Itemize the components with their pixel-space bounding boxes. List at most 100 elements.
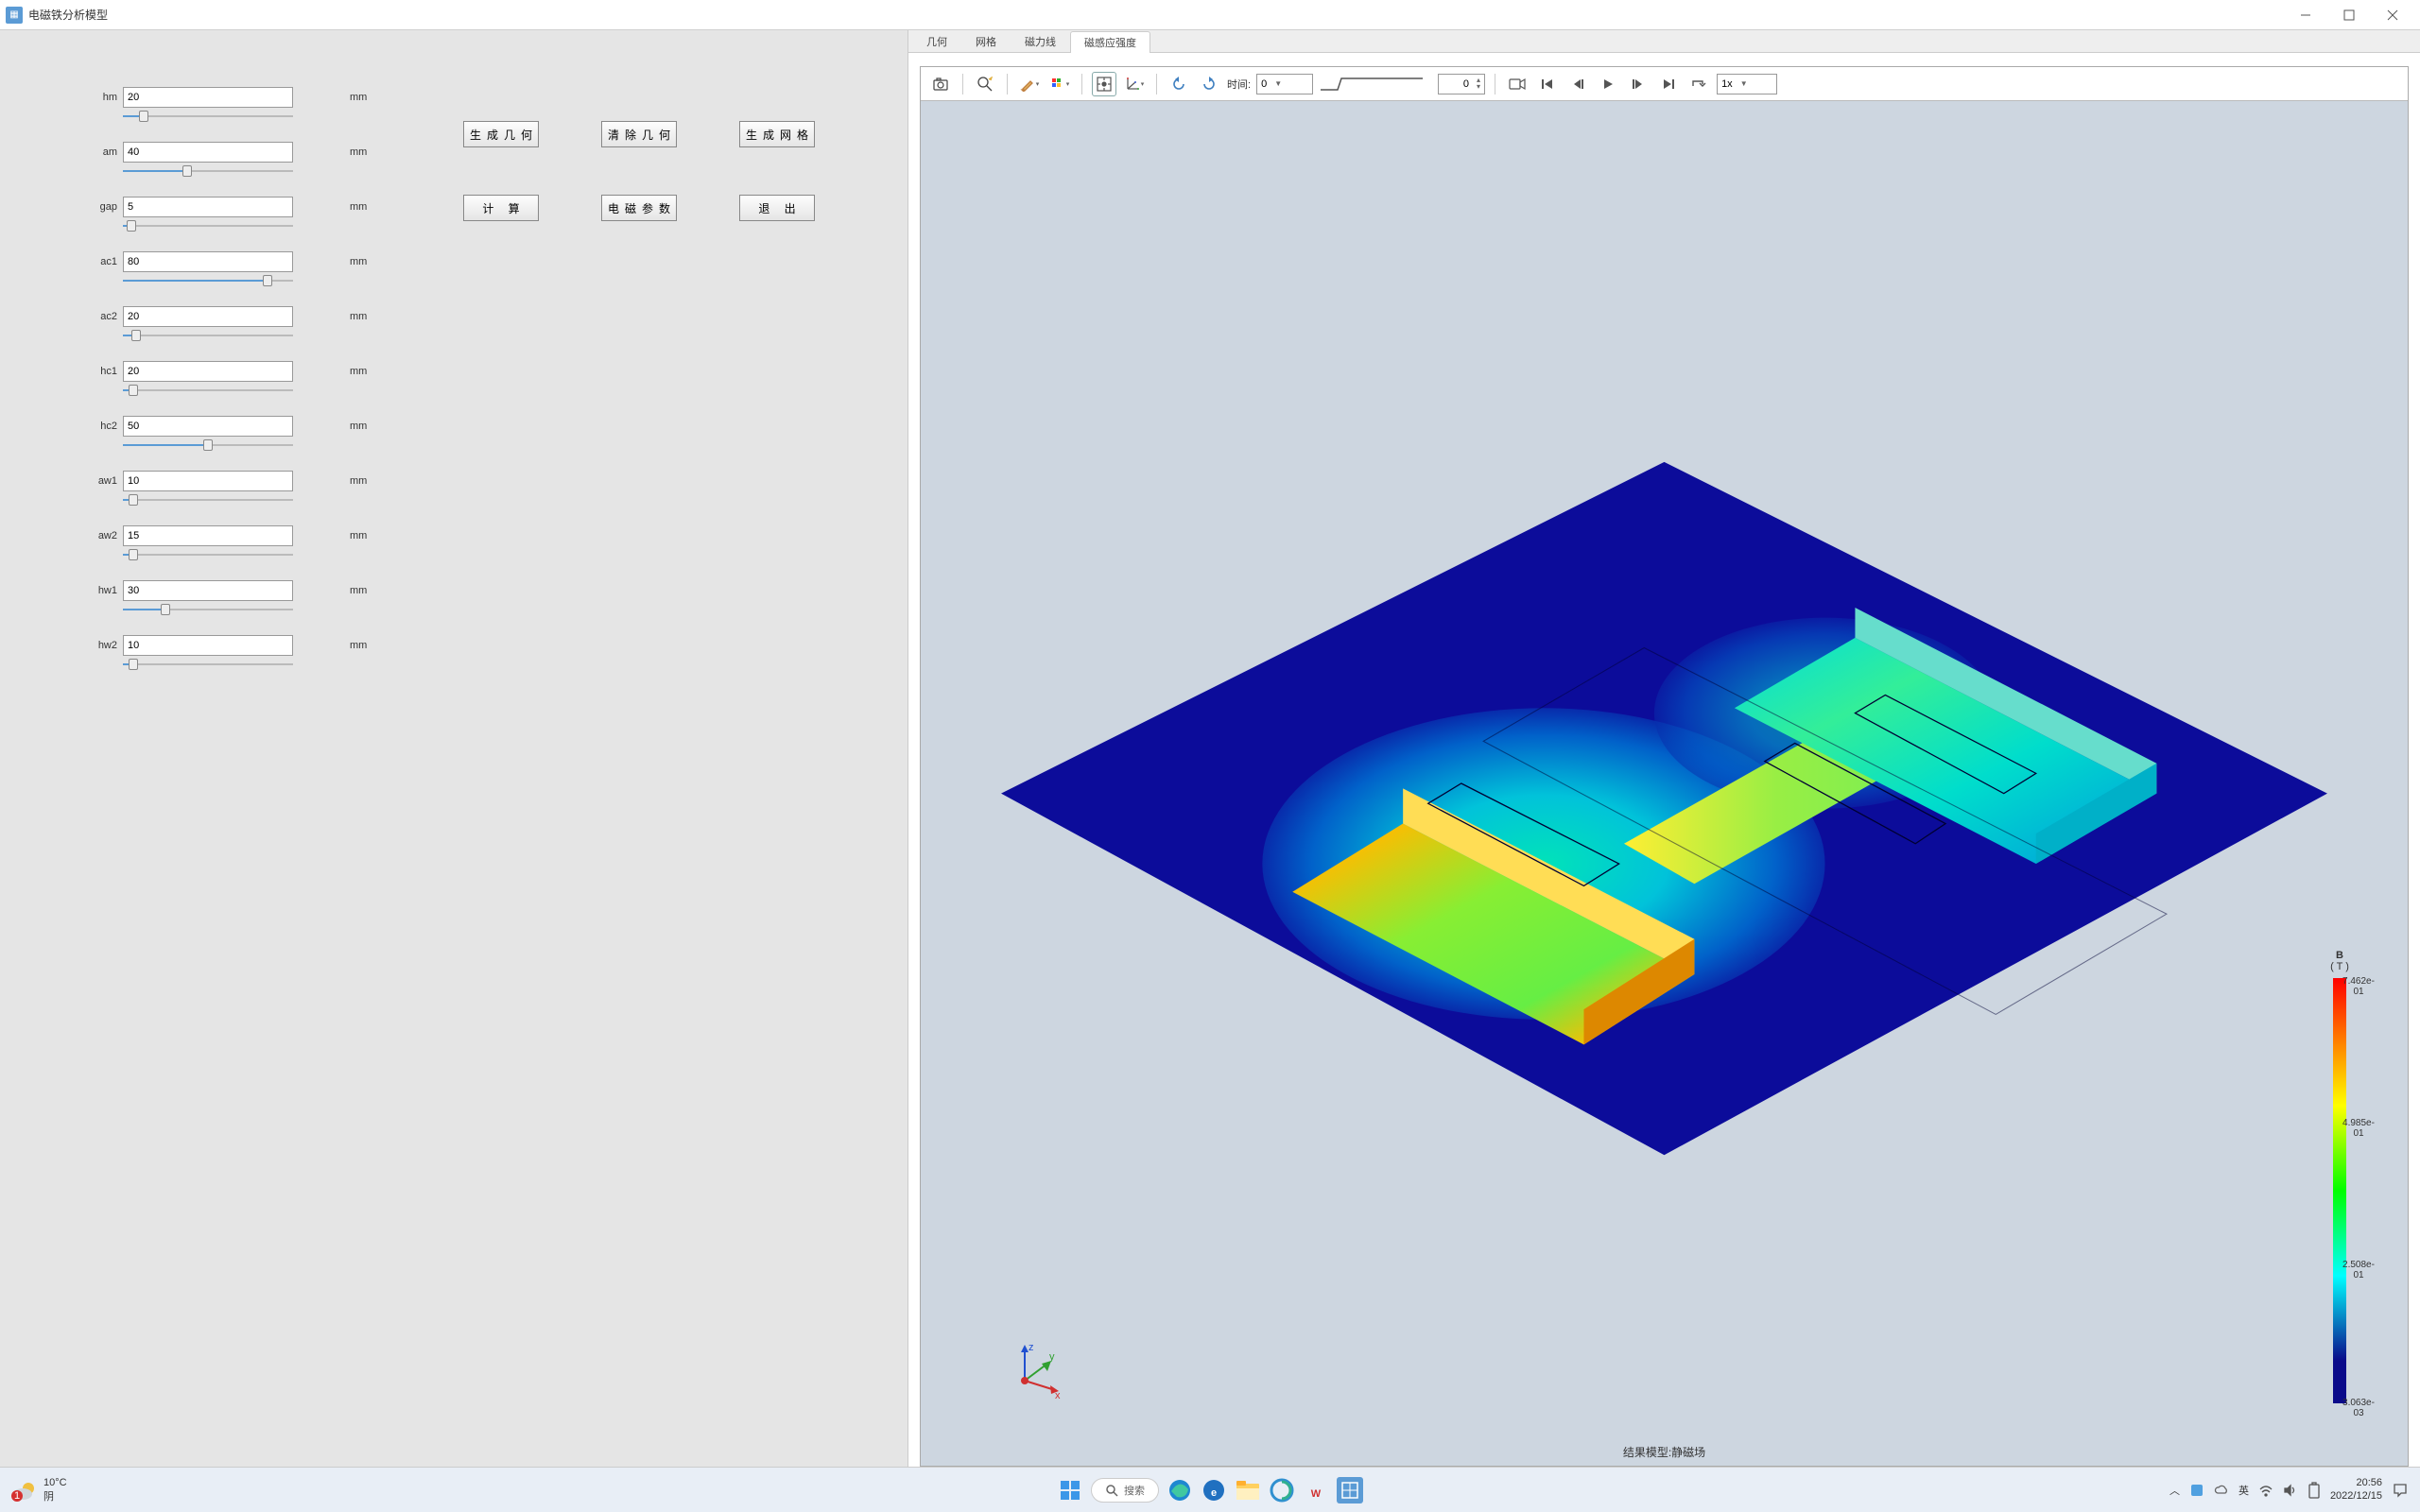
step-spinner[interactable]: 0▴▾ bbox=[1438, 74, 1485, 94]
param-slider-ac1[interactable] bbox=[123, 278, 293, 284]
skip-end-icon[interactable] bbox=[1656, 72, 1681, 96]
tray-sync-icon[interactable] bbox=[2189, 1483, 2204, 1498]
tray-volume-icon[interactable] bbox=[2283, 1484, 2298, 1497]
svg-text:W: W bbox=[1311, 1488, 1322, 1500]
tray-chevron-icon[interactable]: ︿ bbox=[2169, 1483, 2180, 1498]
axes-dropdown-icon[interactable]: ▾ bbox=[1122, 72, 1147, 96]
action-button[interactable]: 生成几何 bbox=[463, 121, 539, 147]
minimize-button[interactable] bbox=[2284, 0, 2327, 30]
zoom-icon[interactable] bbox=[973, 72, 997, 96]
axis-triad-icon: z x y bbox=[1006, 1339, 1066, 1400]
close-button[interactable] bbox=[2371, 0, 2414, 30]
param-slider-hc1[interactable] bbox=[123, 387, 293, 393]
svg-text:1: 1 bbox=[14, 1490, 20, 1502]
system-tray[interactable]: ︿ 英 20:56 2022/12/15 bbox=[2169, 1477, 2409, 1502]
legend-title: B bbox=[2302, 950, 2377, 961]
param-slider-aw1[interactable] bbox=[123, 497, 293, 503]
loop-icon[interactable] bbox=[1686, 72, 1711, 96]
param-input-hm[interactable] bbox=[123, 87, 293, 108]
param-slider-aw2[interactable] bbox=[123, 552, 293, 558]
param-slider-ac2[interactable] bbox=[123, 333, 293, 338]
svg-text:y: y bbox=[1049, 1351, 1055, 1363]
param-slider-hc2[interactable] bbox=[123, 442, 293, 448]
tray-battery-icon[interactable] bbox=[2308, 1482, 2321, 1499]
param-slider-am[interactable] bbox=[123, 168, 293, 174]
tray-wifi-icon[interactable] bbox=[2258, 1484, 2273, 1497]
action-button[interactable]: 计 算 bbox=[463, 195, 539, 221]
legend-q3: 4.985e-01 bbox=[2340, 1118, 2377, 1139]
param-slider-gap[interactable] bbox=[123, 223, 293, 229]
param-input-hw2[interactable] bbox=[123, 635, 293, 656]
maximize-button[interactable] bbox=[2327, 0, 2371, 30]
fit-view-icon[interactable] bbox=[1092, 72, 1116, 96]
brush-icon[interactable]: ▾ bbox=[1017, 72, 1042, 96]
param-slider-hw1[interactable] bbox=[123, 607, 293, 612]
param-input-hc1[interactable] bbox=[123, 361, 293, 382]
param-slider-hm[interactable] bbox=[123, 113, 293, 119]
action-button[interactable]: 清除几何 bbox=[601, 121, 677, 147]
step-forward-icon[interactable] bbox=[1626, 72, 1651, 96]
tray-ime[interactable]: 英 bbox=[2238, 1483, 2249, 1498]
windows-taskbar[interactable]: 1 10°C 阴 搜索 e W ︿ 英 20:56 2022/12/15 bbox=[0, 1467, 2420, 1512]
rotate-ccw-icon[interactable] bbox=[1167, 72, 1191, 96]
title-bar: ▦ 电磁铁分析模型 bbox=[0, 0, 2420, 30]
action-button[interactable]: 退 出 bbox=[739, 195, 815, 221]
tab-2[interactable]: 磁力线 bbox=[1011, 30, 1070, 52]
param-unit: mm bbox=[293, 311, 350, 322]
param-unit: mm bbox=[293, 92, 350, 103]
legend-q1: 2.508e-01 bbox=[2340, 1260, 2377, 1280]
svg-text:e: e bbox=[1211, 1487, 1217, 1499]
svg-text:z: z bbox=[1028, 1342, 1034, 1353]
taskbar-search[interactable]: 搜索 bbox=[1091, 1478, 1159, 1503]
tray-notifications-icon[interactable] bbox=[2392, 1482, 2409, 1499]
weather-desc: 阴 bbox=[43, 1488, 67, 1503]
param-input-aw1[interactable] bbox=[123, 471, 293, 491]
step-back-icon[interactable] bbox=[1565, 72, 1590, 96]
param-input-hw1[interactable] bbox=[123, 580, 293, 601]
legend-unit: ( T ) bbox=[2302, 961, 2377, 972]
start-button[interactable] bbox=[1057, 1477, 1083, 1503]
action-button[interactable]: 电磁参数 bbox=[601, 195, 677, 221]
param-unit: mm bbox=[293, 201, 350, 213]
taskbar-app-swirl[interactable] bbox=[1269, 1477, 1295, 1503]
param-label-gap: gap bbox=[76, 201, 123, 213]
result-footer: 结果模型:静磁场 bbox=[1623, 1444, 1705, 1460]
tab-0[interactable]: 几何 bbox=[912, 30, 961, 52]
tab-3[interactable]: 磁感应强度 bbox=[1070, 31, 1150, 53]
taskbar-app-edge-legacy[interactable]: e bbox=[1201, 1477, 1227, 1503]
param-unit: mm bbox=[293, 585, 350, 596]
3d-viewport[interactable]: z x y B ( T ) bbox=[921, 101, 2408, 1466]
parameter-panel: hm mm am mm gap mm a bbox=[0, 30, 908, 1467]
param-label-hm: hm bbox=[76, 92, 123, 103]
param-label-aw1: aw1 bbox=[76, 475, 123, 487]
action-button[interactable]: 生成网格 bbox=[739, 121, 815, 147]
param-label-aw2: aw2 bbox=[76, 530, 123, 541]
tab-1[interactable]: 网格 bbox=[961, 30, 1011, 52]
param-input-aw2[interactable] bbox=[123, 525, 293, 546]
play-icon[interactable] bbox=[1596, 72, 1620, 96]
taskbar-app-edge[interactable] bbox=[1167, 1477, 1193, 1503]
time-combo[interactable]: 0▼ bbox=[1256, 74, 1313, 94]
weather-widget[interactable]: 1 10°C 阴 bbox=[11, 1477, 67, 1503]
view-area: 几何网格磁力线磁感应强度 ▾ ▾ ▾ 时间: 0▼ bbox=[908, 30, 2420, 1467]
taskbar-app-explorer[interactable] bbox=[1235, 1477, 1261, 1503]
param-input-hc2[interactable] bbox=[123, 416, 293, 437]
param-input-am[interactable] bbox=[123, 142, 293, 163]
speed-combo[interactable]: 1x▼ bbox=[1717, 74, 1777, 94]
skip-start-icon[interactable] bbox=[1535, 72, 1560, 96]
rotate-cw-icon[interactable] bbox=[1197, 72, 1221, 96]
param-label-hc1: hc1 bbox=[76, 366, 123, 377]
taskbar-app-current[interactable] bbox=[1337, 1477, 1363, 1503]
svg-text:x: x bbox=[1055, 1390, 1061, 1400]
tray-cloud-icon[interactable] bbox=[2214, 1483, 2229, 1498]
param-input-ac2[interactable] bbox=[123, 306, 293, 327]
param-input-ac1[interactable] bbox=[123, 251, 293, 272]
param-slider-hw2[interactable] bbox=[123, 662, 293, 667]
camera-icon[interactable] bbox=[928, 72, 953, 96]
time-label: 时间: bbox=[1227, 77, 1251, 92]
taskbar-app-wps[interactable]: W bbox=[1303, 1477, 1329, 1503]
param-input-gap[interactable] bbox=[123, 197, 293, 217]
param-label-hw1: hw1 bbox=[76, 585, 123, 596]
cube-dropdown-icon[interactable]: ▾ bbox=[1047, 72, 1072, 96]
record-icon[interactable] bbox=[1505, 72, 1530, 96]
